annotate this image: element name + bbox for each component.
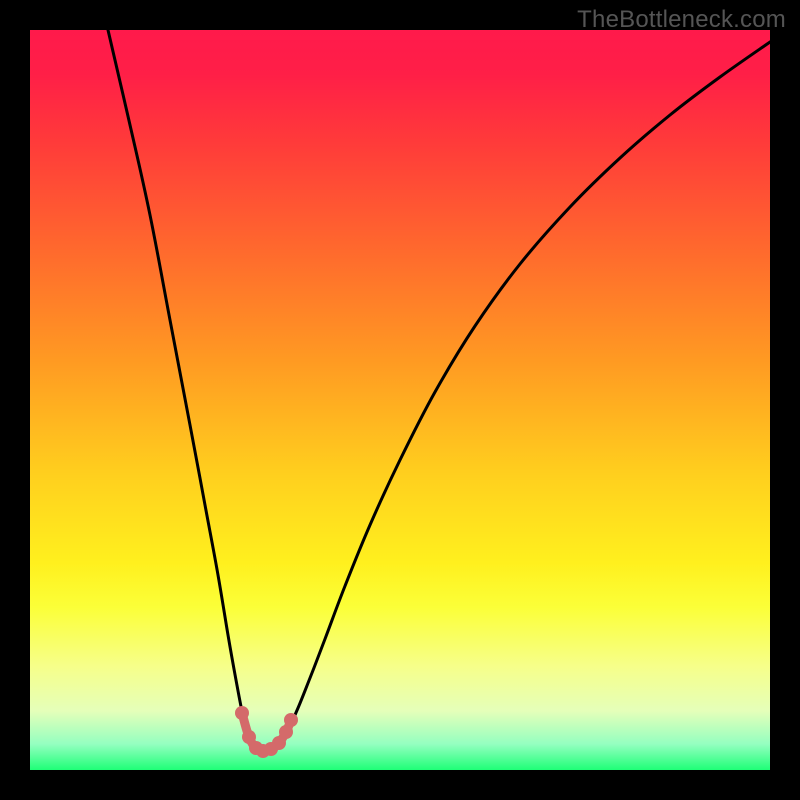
gradient-background xyxy=(30,30,770,770)
curve-marker xyxy=(279,725,293,739)
curve-marker xyxy=(235,706,249,720)
plot-area xyxy=(30,30,770,770)
chart-frame: TheBottleneck.com xyxy=(0,0,800,800)
curve-marker xyxy=(284,713,298,727)
bottleneck-chart xyxy=(30,30,770,770)
